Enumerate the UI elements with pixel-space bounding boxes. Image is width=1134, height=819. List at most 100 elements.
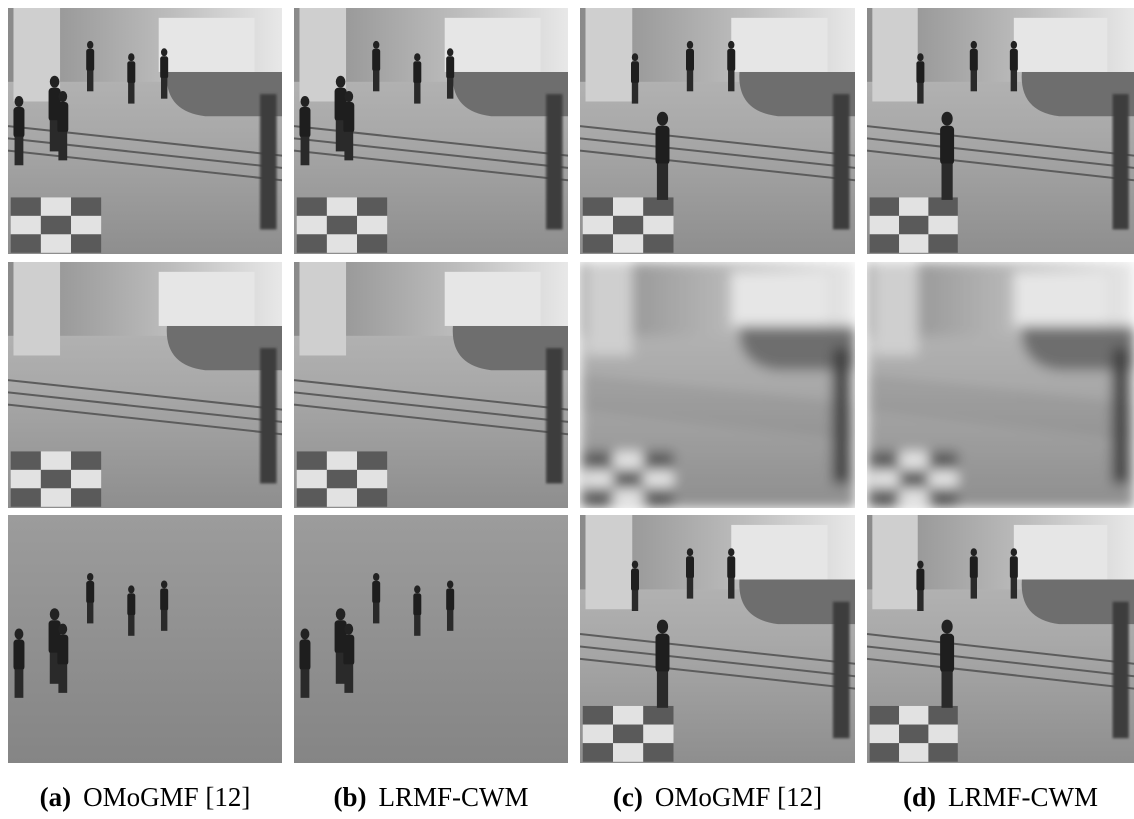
person-body	[656, 126, 670, 165]
counter-top	[159, 18, 255, 72]
result-image	[867, 8, 1134, 254]
tile	[870, 197, 899, 215]
tile	[870, 706, 899, 725]
result-image	[8, 8, 282, 254]
tile	[297, 197, 327, 215]
person-head	[373, 573, 379, 581]
pillar	[13, 262, 60, 355]
person-body	[413, 61, 421, 83]
person-body	[686, 49, 694, 71]
tile	[928, 234, 957, 252]
tile	[41, 470, 71, 488]
tile	[11, 470, 41, 488]
person-body	[727, 556, 735, 578]
tile	[357, 234, 387, 252]
tile	[327, 488, 357, 506]
panel-method: OMoGMF [12]	[655, 782, 822, 812]
result-image	[8, 262, 282, 508]
panel-caption: (d)LRMF-CWM	[903, 782, 1098, 812]
person-legs	[728, 578, 734, 599]
person-head	[971, 548, 977, 556]
tile	[643, 706, 673, 725]
person-head	[15, 629, 24, 640]
person-head	[687, 41, 693, 49]
plant	[833, 94, 850, 229]
tile	[870, 216, 899, 234]
person-head	[657, 112, 668, 126]
tile	[613, 488, 643, 506]
plant	[1113, 348, 1129, 483]
tile	[297, 451, 327, 469]
panel-method: LRMF-CWM	[378, 782, 528, 812]
counter-top	[1014, 525, 1107, 580]
tile	[899, 216, 928, 234]
scene	[294, 8, 568, 254]
person-head	[917, 561, 923, 569]
plant	[260, 94, 276, 229]
person-head	[50, 608, 60, 620]
tile	[11, 488, 41, 506]
tile	[643, 197, 673, 215]
person-head	[942, 620, 953, 634]
person-legs	[728, 71, 734, 92]
person-head	[87, 41, 93, 49]
person-body	[727, 49, 735, 71]
tile	[71, 470, 101, 488]
person-head	[917, 53, 923, 61]
person-head	[336, 76, 346, 88]
tile	[928, 451, 957, 469]
person-body	[940, 126, 954, 165]
counter-top	[731, 18, 827, 72]
tile	[870, 488, 899, 506]
person-legs	[632, 590, 638, 611]
panel-caption: (c)OMoGMF [12]	[613, 782, 822, 812]
tile	[899, 197, 928, 215]
tile	[870, 234, 899, 252]
pillar	[586, 515, 633, 609]
result-image	[867, 515, 1134, 763]
tile	[643, 725, 673, 744]
tile	[583, 706, 613, 725]
person-legs	[971, 578, 977, 599]
person-body	[372, 49, 380, 71]
person-body	[13, 640, 24, 671]
tile	[928, 706, 957, 725]
tile	[327, 470, 357, 488]
tile	[297, 216, 327, 234]
counter-top	[159, 272, 255, 326]
person-head	[447, 580, 453, 588]
person-head	[58, 91, 67, 102]
image-content	[580, 262, 855, 508]
tile	[613, 470, 643, 488]
person-head	[414, 585, 420, 593]
panel-label: (a)	[40, 782, 71, 812]
tile	[71, 451, 101, 469]
result-image	[580, 515, 855, 763]
person-legs	[414, 615, 420, 636]
person-head	[87, 573, 93, 581]
person-body	[686, 556, 694, 578]
tile	[643, 470, 673, 488]
person-body	[57, 102, 68, 133]
tile	[643, 743, 673, 762]
tile	[643, 488, 673, 506]
tile	[613, 197, 643, 215]
person-head	[373, 41, 379, 49]
tile	[583, 451, 613, 469]
tile	[327, 197, 357, 215]
image-content	[867, 8, 1134, 254]
panel-caption: (b) LRMF-CWM	[333, 782, 528, 812]
person-head	[414, 53, 420, 61]
person-legs	[632, 83, 638, 104]
person-legs	[657, 671, 668, 707]
person-legs	[447, 78, 453, 99]
tile	[613, 234, 643, 252]
panel-label: (b)	[333, 782, 366, 812]
person-body	[299, 107, 310, 138]
person-body	[160, 588, 168, 610]
person-head	[728, 41, 734, 49]
person-body	[970, 49, 978, 71]
figure: (a) OMoGMF [12] (b) LRMF-CWM (c)OMoGMF [12] (…	[0, 0, 1134, 819]
person-head	[15, 96, 24, 107]
tile	[899, 488, 928, 506]
